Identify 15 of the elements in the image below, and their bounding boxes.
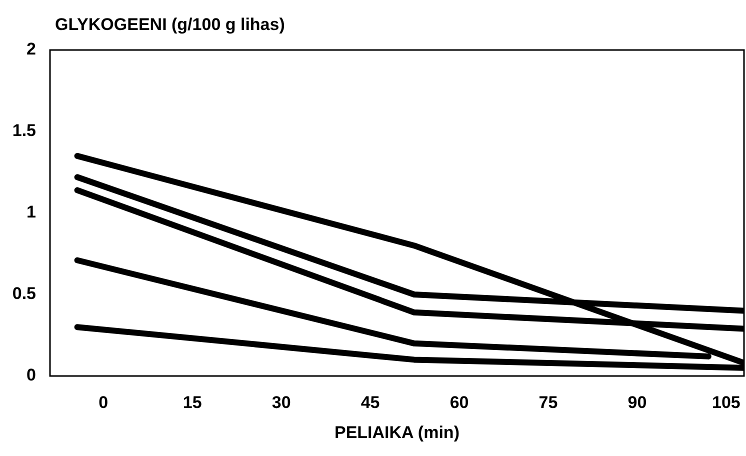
x-tick-label: 75: [538, 393, 558, 412]
x-tick-label: 60: [450, 393, 469, 412]
y-tick-label: 1.5: [12, 120, 36, 140]
x-tick-label: 30: [272, 393, 291, 412]
x-tick-label: 15: [182, 393, 202, 412]
x-tick-label: 105: [712, 393, 740, 412]
y-tick-label: 0: [26, 365, 36, 384]
x-axis-title: PELIAIKA (min): [334, 423, 460, 442]
y-tick-label: 1: [26, 202, 36, 222]
y-axis-title: GLYKOGEENI (g/100 g lihas): [55, 15, 285, 34]
x-tick-label: 0: [98, 393, 108, 412]
x-tick-label: 45: [360, 393, 380, 412]
y-tick-label: 0.5: [12, 284, 36, 303]
y-tick-label: 2: [26, 39, 36, 58]
x-tick-label: 90: [628, 393, 647, 412]
